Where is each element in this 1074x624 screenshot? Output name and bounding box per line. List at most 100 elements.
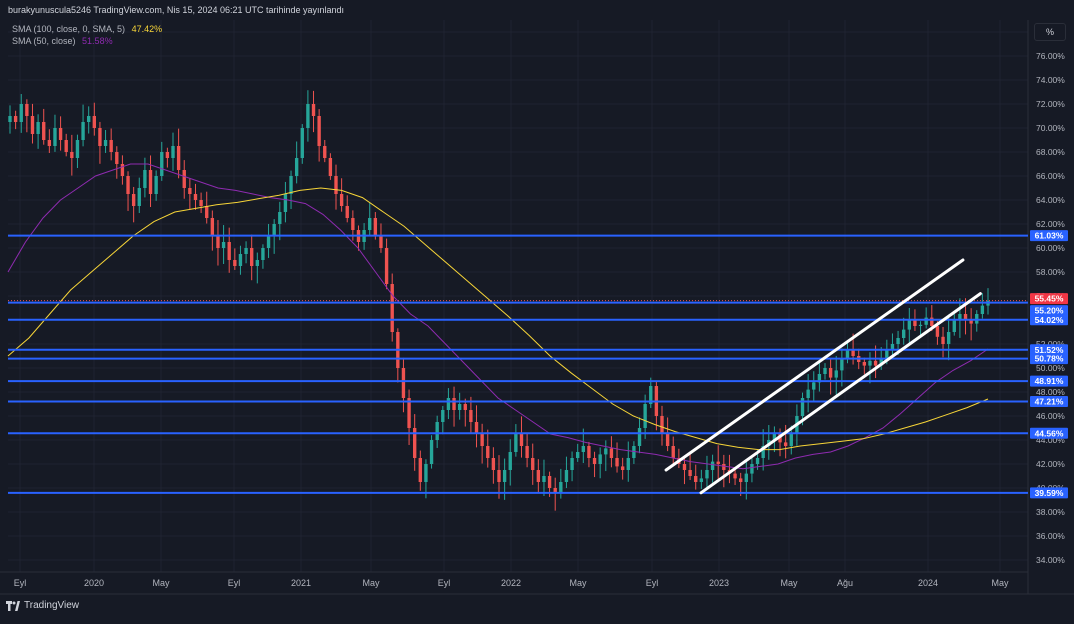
candle-body [930, 317, 934, 326]
level-tag-label: 54.02% [1035, 315, 1064, 325]
candle-body [924, 317, 928, 325]
y-tick-label: 52.00% [1036, 339, 1065, 349]
candle-body [688, 470, 692, 476]
candle-body [918, 324, 923, 326]
y-tick-label: 74.00% [1036, 75, 1065, 85]
candle-body [581, 446, 585, 452]
footer: TradingView [6, 600, 79, 611]
candle-body [199, 200, 203, 206]
x-tick-label: 2023 [709, 578, 729, 588]
candle-body [58, 128, 63, 140]
candle-body [339, 194, 344, 206]
candle-body [441, 410, 445, 422]
y-tick-label: 58.00% [1036, 267, 1065, 277]
level-tag-bg [1030, 353, 1068, 365]
level-tag-label: 39.59% [1035, 488, 1064, 498]
candle-body [969, 320, 973, 324]
sma-100-value: 47.42% [131, 24, 163, 34]
candle-body [576, 452, 580, 458]
candle-body [952, 320, 956, 332]
level-tag-label: 50.78% [1035, 354, 1064, 364]
level-tag-bg [1030, 395, 1068, 407]
candle-body [469, 410, 473, 422]
sma-50-legend[interactable]: SMA (50, close) 51.58% [12, 36, 113, 46]
candle-body [941, 336, 945, 344]
candle-body [53, 128, 57, 146]
candle-body [457, 404, 462, 410]
y-tick-label: 44.00% [1036, 435, 1065, 445]
candle-body [564, 470, 569, 482]
level-tag-bg [1030, 344, 1068, 356]
x-tick-label: Eyl [14, 578, 27, 588]
candle-body [429, 440, 434, 464]
candle-body [272, 224, 276, 236]
candle-body [542, 476, 546, 482]
candle-body [812, 382, 816, 390]
y-tick-label: 62.00% [1036, 219, 1065, 229]
candle-body [452, 398, 456, 410]
sma-100-legend[interactable]: SMA (100, close, 0, SMA, 5) 47.42% [12, 24, 162, 34]
candle-body [592, 458, 597, 464]
y-tick-label: 50.00% [1036, 363, 1065, 373]
candle-body [851, 350, 855, 356]
sma-100-label: SMA (100, close, 0, SMA, 5) [12, 24, 126, 34]
candle-body [502, 470, 507, 482]
candle-body [75, 140, 80, 158]
candle-body [131, 194, 136, 206]
candle-body [609, 448, 614, 458]
x-tick-label: 2020 [84, 578, 104, 588]
candle-body [587, 446, 591, 458]
tradingview-logo-icon[interactable] [6, 600, 20, 611]
candle-body [946, 332, 951, 344]
trend-channel-lower [699, 292, 982, 495]
candle-body [885, 350, 889, 359]
candle-body [446, 398, 451, 410]
candle-body [283, 194, 288, 212]
candle-body [862, 362, 867, 366]
last-price-tag-bg [1030, 293, 1068, 305]
candle-body [306, 104, 310, 128]
candle-body [806, 389, 810, 398]
candle-body [531, 458, 535, 470]
candle-body [171, 146, 175, 158]
candle-body [182, 170, 186, 188]
trend-channel-upper [664, 258, 965, 472]
candle-body [739, 478, 743, 482]
footer-brand: TradingView [24, 600, 80, 611]
candle-body [637, 428, 642, 446]
candle-body [81, 122, 85, 140]
candle-body [699, 478, 704, 482]
sma-50-label: SMA (50, close) [12, 36, 76, 46]
candle-body [328, 158, 333, 176]
candle-body [772, 434, 777, 440]
candle-body [722, 464, 726, 470]
candle-body [525, 446, 529, 458]
sma-50-value: 51.58% [82, 36, 113, 46]
candle-body [188, 188, 192, 194]
percent-scale-button[interactable]: % [1034, 23, 1066, 41]
candle-body [193, 194, 198, 200]
candle-body [176, 146, 181, 170]
y-tick-label: 76.00% [1036, 51, 1065, 61]
candle-body [480, 434, 484, 446]
candle-body [671, 446, 675, 458]
candle-body [120, 164, 125, 176]
candle-body [508, 452, 512, 470]
candle-body [553, 488, 557, 493]
candle-body [300, 128, 304, 158]
candle-body [626, 458, 630, 470]
candle-body [47, 140, 52, 146]
candle-body [913, 320, 917, 326]
level-tag-bg [1030, 305, 1068, 317]
candle-body [845, 350, 850, 359]
candle-body [351, 218, 355, 230]
candle-body [873, 360, 878, 366]
candle-body [733, 473, 737, 479]
y-tick-label: 46.00% [1036, 411, 1065, 421]
candle-body [840, 358, 844, 371]
candle-body [823, 368, 827, 374]
y-tick-label: 60.00% [1036, 243, 1065, 253]
candle-body [266, 236, 271, 248]
